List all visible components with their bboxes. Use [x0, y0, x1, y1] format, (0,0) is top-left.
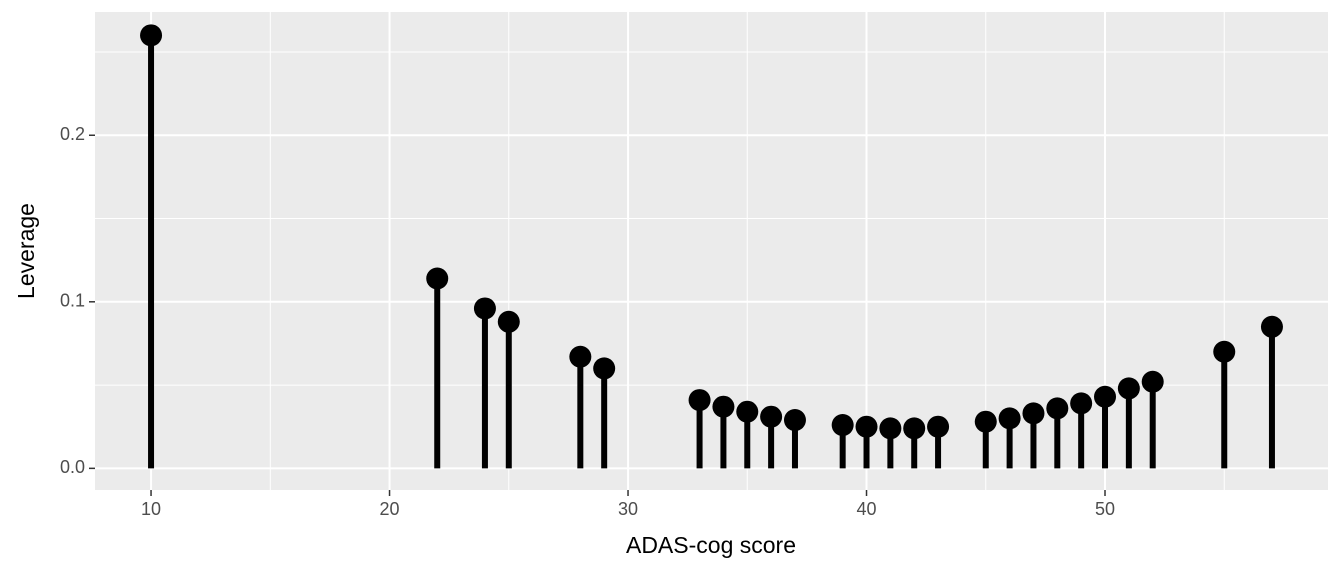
x-tick-label: 40 — [857, 499, 877, 519]
point — [688, 389, 711, 412]
point — [760, 405, 783, 428]
y-axis-title: Leverage — [13, 203, 39, 299]
x-axis-title: ADAS-cog score — [626, 532, 796, 558]
point — [1022, 402, 1045, 425]
point — [1046, 397, 1069, 420]
y-tick-label: 0.2 — [60, 124, 85, 144]
y-tick-label: 0.0 — [60, 457, 85, 477]
point — [1117, 377, 1140, 400]
point — [783, 409, 806, 432]
point — [855, 415, 878, 438]
point — [569, 345, 592, 368]
point — [1094, 385, 1117, 408]
point — [140, 24, 163, 47]
point — [903, 417, 926, 440]
point — [593, 357, 616, 380]
point — [974, 410, 997, 433]
x-tick-label: 10 — [141, 499, 161, 519]
point — [712, 395, 735, 418]
point — [426, 267, 449, 290]
x-tick-label: 30 — [618, 499, 638, 519]
point — [998, 407, 1021, 430]
point — [831, 414, 854, 437]
point — [1213, 340, 1236, 363]
point — [473, 297, 496, 320]
x-tick-label: 50 — [1095, 499, 1115, 519]
plot-panel — [95, 12, 1328, 490]
point — [497, 310, 520, 333]
point — [736, 400, 759, 423]
point — [927, 415, 950, 438]
point — [1070, 392, 1093, 415]
point — [1260, 315, 1283, 338]
y-tick-label: 0.1 — [60, 291, 85, 311]
point — [879, 417, 902, 440]
point — [1141, 370, 1164, 393]
x-tick-label: 20 — [380, 499, 400, 519]
